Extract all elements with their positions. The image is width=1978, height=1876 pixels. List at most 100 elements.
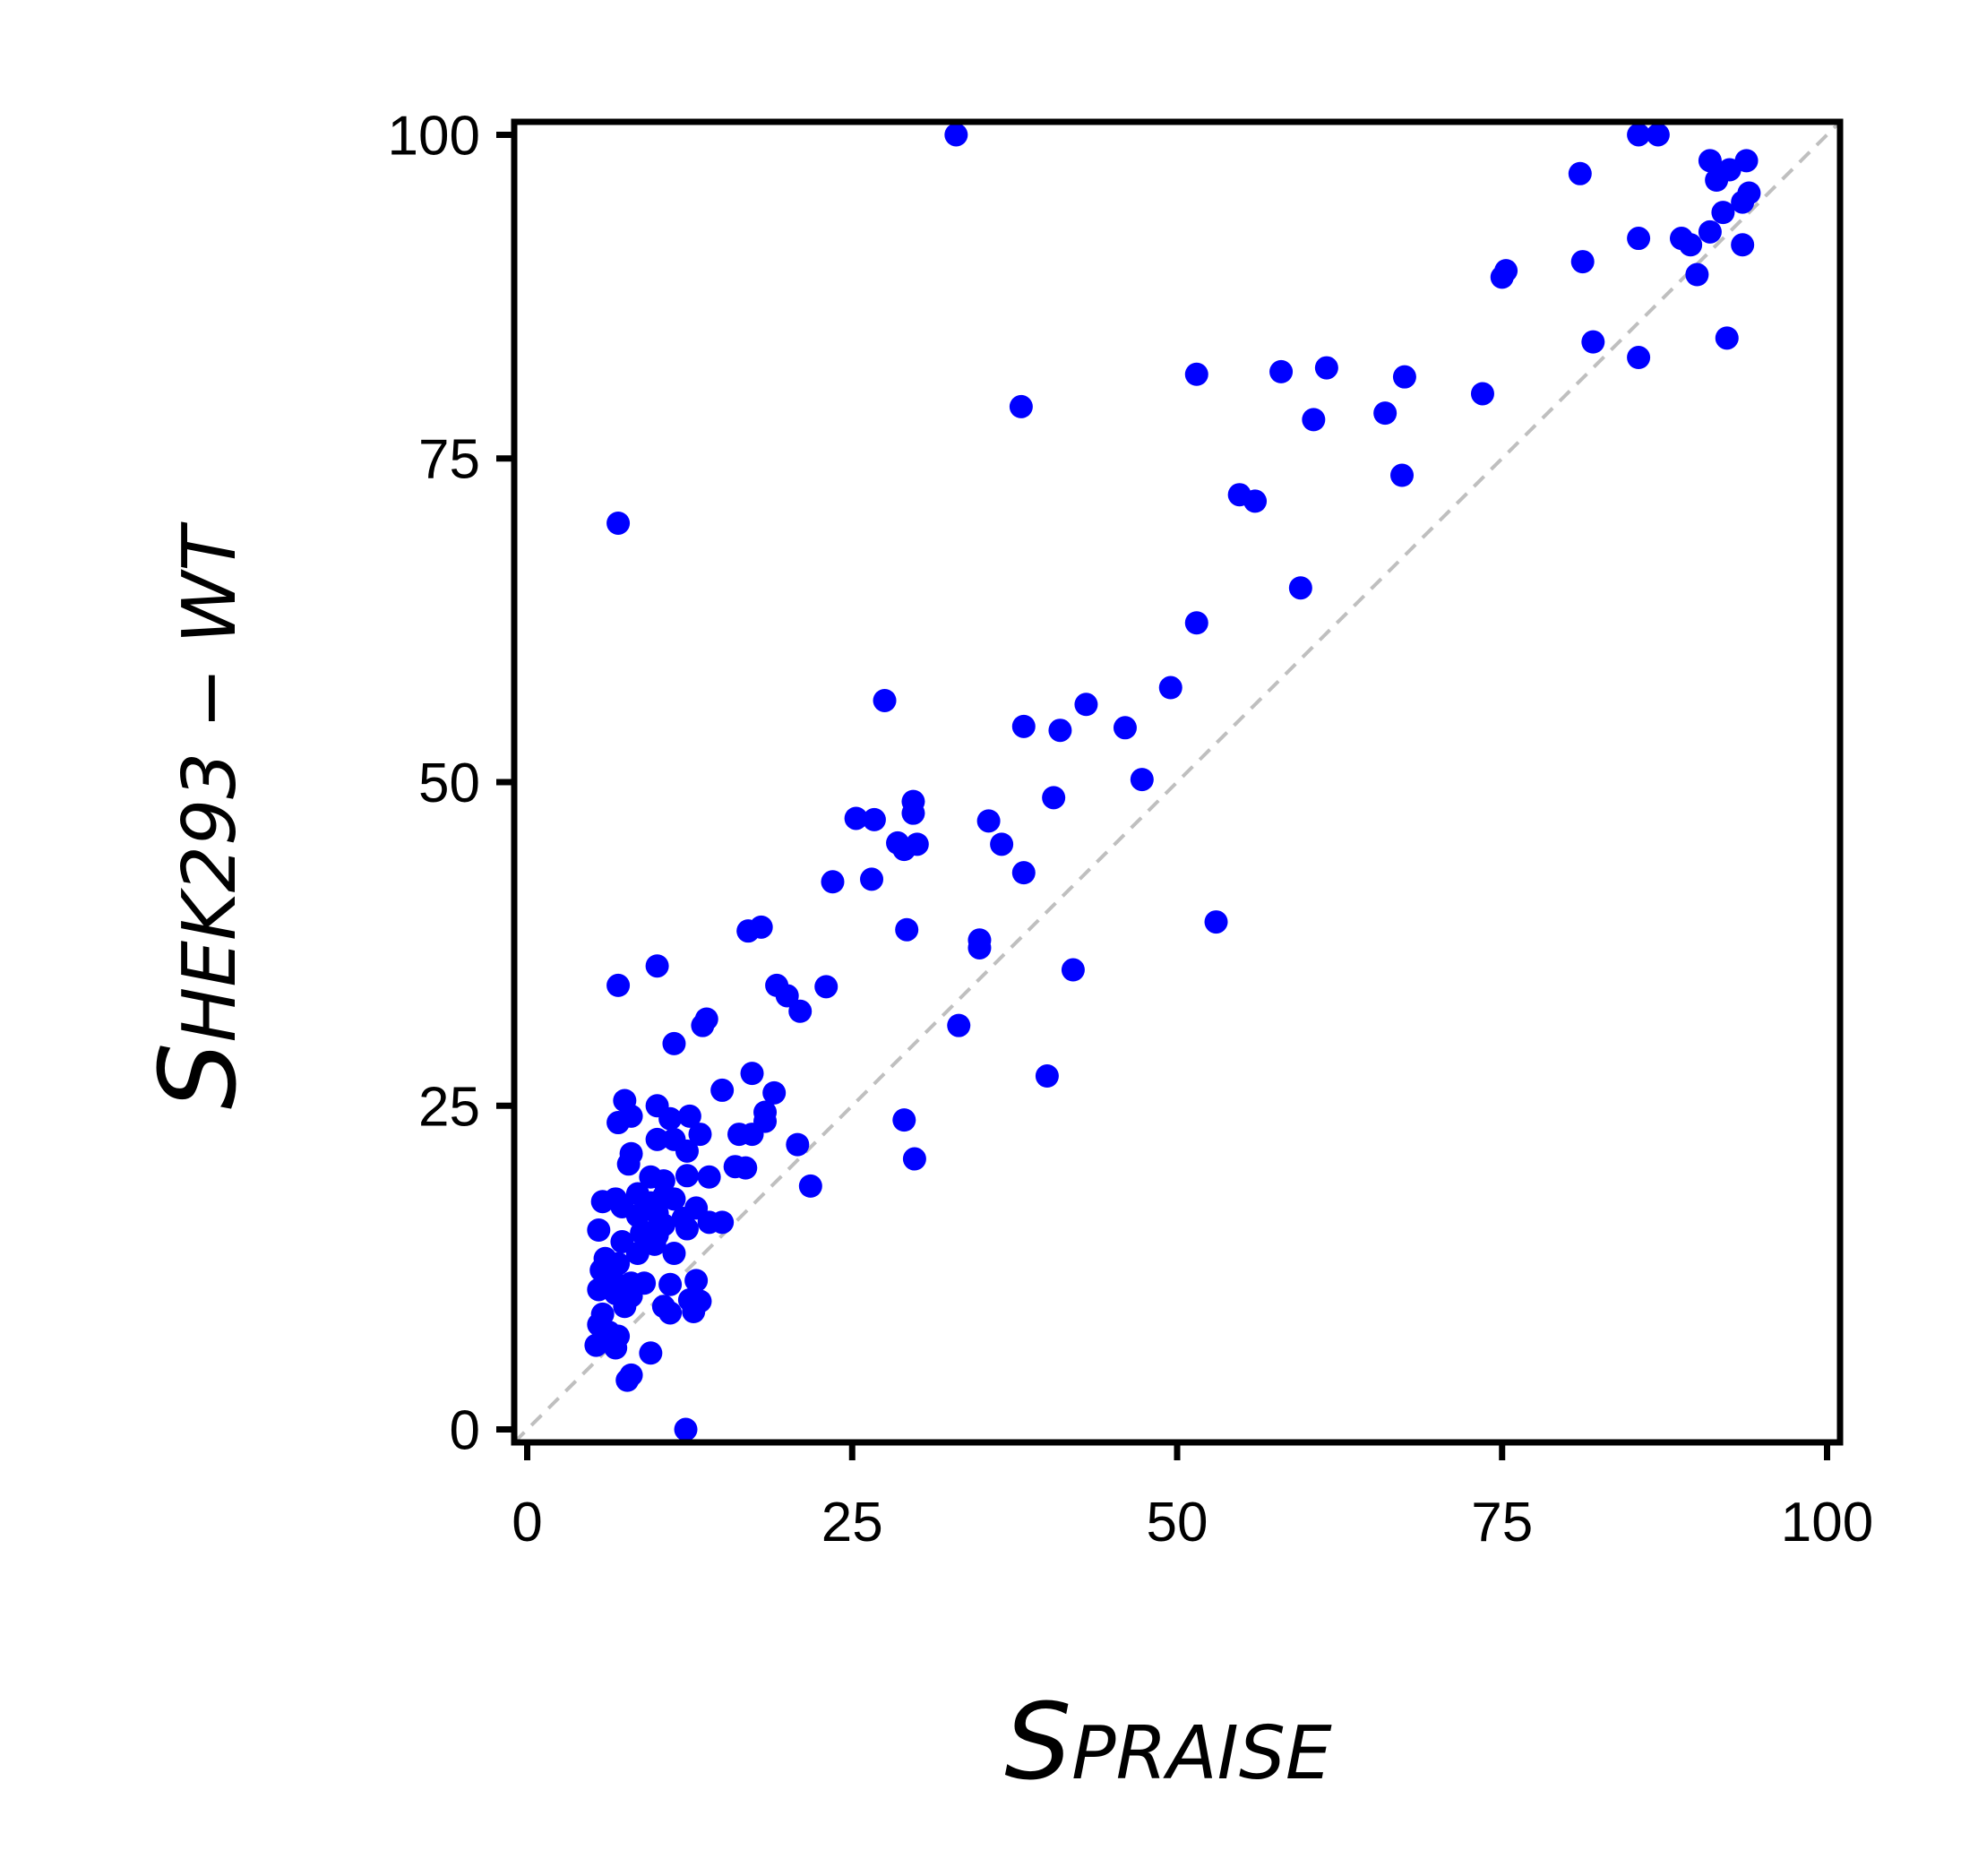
data-point [587,1218,611,1243]
y-axis: 0 25 50 75 100 [388,105,514,1462]
data-point [674,1417,698,1441]
y-tick-label: 25 [418,1076,480,1138]
data-point [786,1132,810,1157]
data-point [1061,958,1085,982]
data-point [710,1210,735,1235]
data-point [1269,359,1294,383]
data-point [619,1104,643,1128]
data-point [1048,719,1072,743]
data-point [1470,382,1494,406]
x-tick-label: 50 [1147,1492,1208,1553]
data-point [901,801,925,825]
data-point [616,1152,641,1176]
data-point [1009,394,1033,418]
data-point [625,1242,649,1266]
data-point [1715,326,1739,350]
data-point [1731,233,1755,257]
data-point [1130,768,1154,792]
data-point [1243,489,1268,513]
data-point [990,832,1014,856]
data-point [944,123,968,147]
data-point [814,975,838,999]
x-tick-label: 25 [821,1492,883,1553]
data-point [1392,365,1416,389]
y-tick-label: 50 [418,753,480,814]
data-point [740,1062,764,1086]
x-axis-label: SPRAISE [1004,1680,1332,1803]
data-point [788,999,813,1023]
data-point [1288,576,1312,600]
data-point [682,1300,706,1324]
data-point [1494,259,1518,283]
data-point [892,1108,916,1132]
data-point [1568,161,1592,185]
data-point [895,917,919,942]
data-point [749,915,773,939]
data-point [662,1187,686,1211]
data-point [675,1139,699,1163]
x-tick-label: 100 [1781,1492,1873,1553]
data-point [1184,611,1208,635]
data-points [584,123,1761,1441]
data-point [798,1174,822,1198]
data-point [1734,149,1759,173]
data-point [1698,149,1722,173]
data-point [684,1269,709,1293]
data-point [1074,693,1098,717]
data-point [1698,219,1722,244]
data-point [1627,227,1651,251]
y-axis-label-subscript: HEK293 − WT [168,521,253,1043]
data-point [1627,123,1651,147]
data-point [658,1272,683,1296]
data-point [1581,330,1605,354]
data-point [1314,356,1338,380]
data-point [873,688,897,712]
data-point [1711,201,1735,225]
data-point [1011,861,1036,885]
data-point [860,867,884,891]
data-point [697,1165,721,1189]
data-point [740,1123,764,1147]
data-point [1184,362,1208,386]
data-point [905,832,929,856]
data-point [675,1217,699,1241]
x-tick-label: 0 [512,1492,542,1553]
x-axis-label-main: S [1004,1680,1071,1803]
data-point [606,973,631,997]
y-axis-label-main: S [136,1042,260,1109]
data-point [821,870,845,894]
data-point [691,1013,715,1037]
data-point [645,1127,669,1151]
data-point [688,1123,712,1147]
data-point [675,1164,699,1188]
x-tick-label: 75 [1471,1492,1533,1553]
data-point [862,807,886,831]
data-point [1302,408,1326,432]
identity-reference-line [512,120,1842,1444]
data-point [1390,463,1415,487]
data-point [1035,1064,1059,1089]
data-point [1685,262,1709,287]
data-point [968,935,992,960]
data-point [844,806,868,830]
y-tick-label: 75 [418,429,480,491]
data-point [775,984,799,1008]
data-point [658,1301,683,1325]
data-point [734,1156,758,1180]
data-point [645,954,669,978]
data-point [639,1341,663,1365]
data-point [613,1295,637,1319]
data-point [606,511,631,535]
data-point [1204,910,1228,934]
data-point [1570,250,1595,274]
data-point [710,1078,735,1102]
data-point [1042,786,1066,810]
data-point [584,1333,608,1357]
data-point [1627,346,1651,370]
data-point [1646,123,1670,147]
x-axis: 0 25 50 75 100 [512,1442,1873,1553]
data-point [1113,716,1137,740]
data-point [677,1104,701,1128]
data-point [762,1080,787,1105]
